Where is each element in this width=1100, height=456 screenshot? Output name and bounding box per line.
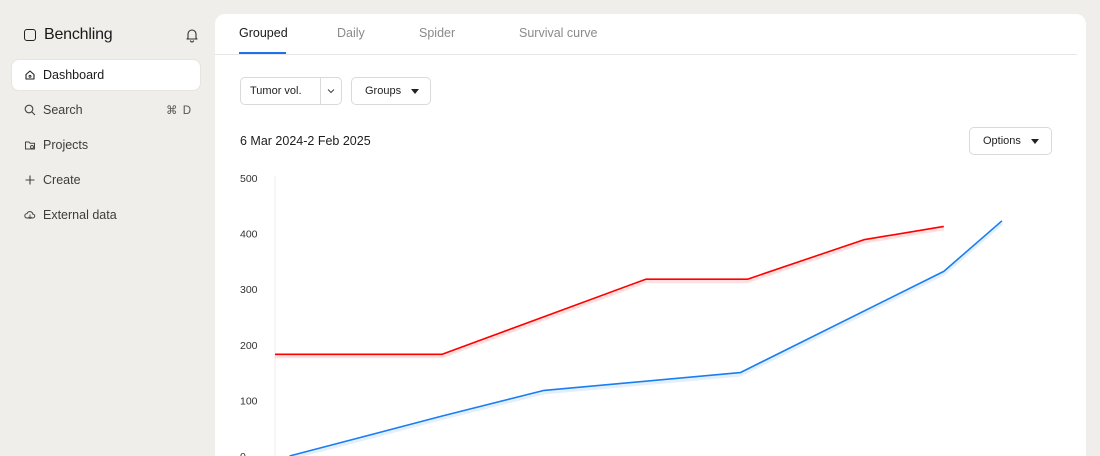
- caret-down-icon: [411, 88, 420, 94]
- groups-button-label: Groups: [365, 85, 402, 97]
- bell-icon[interactable]: [184, 27, 200, 43]
- benchling-logo-icon: [24, 29, 36, 41]
- options-button[interactable]: Options: [969, 127, 1052, 155]
- tab-survival-curve[interactable]: Survival curve: [519, 26, 598, 40]
- sidebar-item-label: Dashboard: [43, 68, 105, 82]
- y-tick-label: 200: [240, 340, 258, 352]
- y-tick-label: 500: [240, 173, 258, 185]
- sidebar: Benchling Dashboard Search ⌘ D Projects: [0, 0, 214, 456]
- series-line-shadow: [275, 226, 945, 359]
- sidebar-item-label: Search: [43, 103, 83, 117]
- tab-spider[interactable]: Spider: [419, 26, 456, 40]
- y-tick-label: 100: [240, 395, 258, 407]
- main-panel: Grouped Daily Spider Survival curve Tumo…: [215, 14, 1086, 456]
- metric-select[interactable]: Tumor vol.: [240, 77, 342, 105]
- sidebar-item-external-data[interactable]: External data: [12, 200, 200, 230]
- y-tick-label: 400: [240, 229, 258, 241]
- sidebar-item-create[interactable]: Create: [12, 165, 200, 195]
- series-line-2[interactable]: [289, 220, 1003, 456]
- series-line-shadow: [289, 221, 1004, 456]
- sidebar-item-dashboard[interactable]: Dashboard: [12, 60, 200, 90]
- brand-name: Benchling: [44, 26, 113, 43]
- metric-select-value: Tumor vol.: [250, 85, 302, 97]
- sidebar-item-label: External data: [43, 208, 117, 222]
- tab-grouped[interactable]: Grouped: [239, 26, 288, 40]
- sidebar-item-projects[interactable]: Projects: [12, 130, 200, 160]
- search-icon: [24, 104, 36, 116]
- tab-bar: Grouped Daily Spider Survival curve: [215, 14, 1077, 55]
- brand[interactable]: Benchling: [24, 26, 113, 44]
- sidebar-item-label: Create: [43, 173, 81, 187]
- tab-daily[interactable]: Daily: [337, 26, 365, 40]
- date-range: 6 Mar 2024-2 Feb 2025: [240, 134, 371, 148]
- groups-button[interactable]: Groups: [351, 77, 431, 105]
- y-tick-label: 0: [240, 451, 246, 456]
- series-line-1[interactable]: [275, 225, 944, 356]
- sidebar-item-label: Projects: [43, 138, 89, 152]
- projects-icon: [24, 139, 36, 151]
- chevron-down-icon[interactable]: [320, 78, 341, 104]
- sidebar-item-search[interactable]: Search ⌘ D: [12, 95, 200, 125]
- sidebar-nav: Dashboard Search ⌘ D Projects Create E: [12, 60, 200, 235]
- keyboard-shortcut: ⌘ D: [166, 105, 192, 117]
- y-tick-label: 300: [240, 284, 258, 296]
- plus-icon: [24, 174, 36, 186]
- options-button-label: Options: [983, 135, 1021, 147]
- caret-down-icon: [1030, 138, 1039, 144]
- cloud-icon: [24, 209, 36, 221]
- home-icon: [24, 69, 36, 81]
- active-tab-indicator: [239, 52, 286, 54]
- line-chart: 0 100 200 300 400 500: [240, 173, 1004, 456]
